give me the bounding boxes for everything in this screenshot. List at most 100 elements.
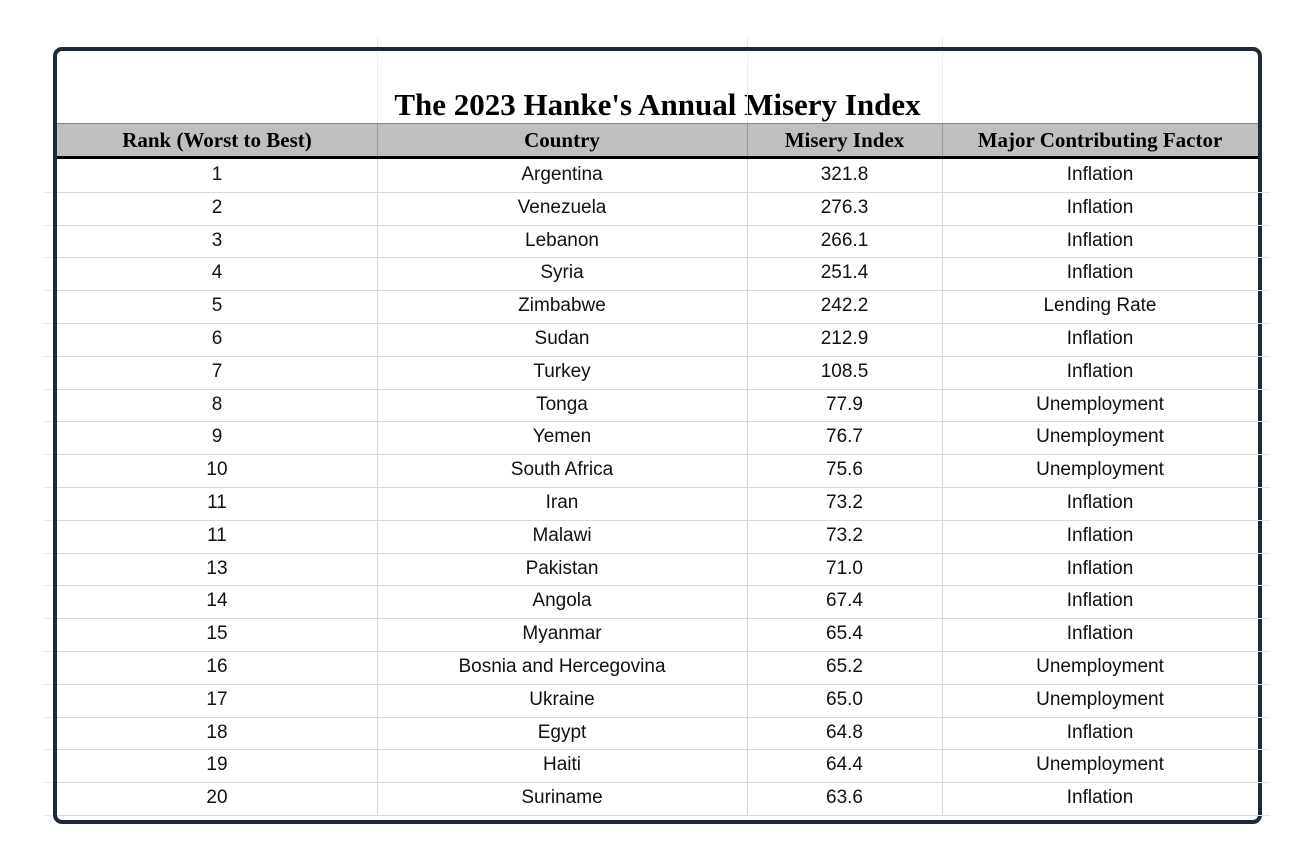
table-cell: 7 <box>211 360 223 382</box>
row-divider <box>57 421 1258 423</box>
column-header: Misery Index <box>784 128 905 152</box>
column-divider <box>377 124 378 156</box>
row-divider <box>57 323 1258 324</box>
sheet-gridline <box>1258 323 1270 324</box>
table-cell: 10 <box>206 459 228 481</box>
table-cell: Inflation <box>1066 557 1134 579</box>
row-divider <box>57 716 1258 718</box>
table-cell: Haiti <box>542 754 581 776</box>
sheet-gridline <box>44 323 53 324</box>
sheet-gridline <box>44 487 53 488</box>
sheet-gridline <box>1258 421 1270 423</box>
table-cell: 77.9 <box>826 393 863 415</box>
sheet-gridline <box>1258 355 1270 357</box>
table-cell: Lending Rate <box>1043 295 1157 317</box>
table-cell: 251.4 <box>820 262 869 284</box>
table-cell: Ukraine <box>529 688 595 710</box>
table-cell: 3 <box>211 229 223 251</box>
row-divider <box>57 815 1258 816</box>
sheet-gridline <box>44 519 53 521</box>
table-cell: Tonga <box>536 393 588 415</box>
table-cell: 8 <box>211 393 223 415</box>
row-divider <box>57 749 1258 751</box>
sheet-gridline <box>44 683 53 685</box>
table-cell: Zimbabwe <box>518 295 606 317</box>
sheet-gridline <box>1258 749 1270 751</box>
table-cell: Inflation <box>1066 492 1134 513</box>
sheet-gridline <box>1258 651 1270 652</box>
header-row: Rank (Worst to Best) Country Misery Index M… <box>57 123 1258 159</box>
table-title: The 2023 Hanke's Annual Misery Index <box>394 87 921 122</box>
table-cell: 19 <box>206 754 228 776</box>
sheet-gridline <box>44 257 53 259</box>
row-divider <box>57 454 1258 456</box>
table-cell: Lebanon <box>525 229 599 251</box>
table-cell: 266.1 <box>820 229 869 251</box>
table-cell: Iran <box>545 492 579 513</box>
sheet-gridline <box>747 38 748 47</box>
row-divider <box>57 782 1258 784</box>
sheet-gridline <box>1258 290 1270 292</box>
table-cell: Unemployment <box>1036 688 1164 710</box>
sheet-gridline <box>942 38 943 47</box>
table-cell: Angola <box>532 590 592 612</box>
table-cell: 14 <box>206 590 228 612</box>
table-cell: 16 <box>206 656 228 677</box>
table-cell: Syria <box>540 262 584 284</box>
row-divider <box>57 519 1258 521</box>
row-divider <box>57 355 1258 357</box>
row-divider <box>57 191 1258 193</box>
sheet-gridline <box>44 388 53 390</box>
sheet-gridline <box>1258 683 1270 685</box>
table-cell: 20 <box>206 787 228 809</box>
table-cell: 5 <box>211 295 223 317</box>
table-cell: Myanmar <box>522 623 602 645</box>
table-cell: Unemployment <box>1036 393 1164 415</box>
sheet-gridline <box>44 585 53 587</box>
table-cell: 108.5 <box>820 360 869 382</box>
row-divider <box>57 257 1258 259</box>
table-cell: Malawi <box>532 524 592 546</box>
table-cell: Unemployment <box>1036 426 1164 448</box>
row-divider <box>57 224 1258 226</box>
table-cell: 2 <box>211 196 223 218</box>
column-divider <box>942 51 943 123</box>
table-cell: 11 <box>207 492 227 513</box>
table-cell: 67.4 <box>826 590 863 612</box>
table-cell: Inflation <box>1066 360 1134 382</box>
table-cell: 65.2 <box>826 656 863 677</box>
row-divider <box>57 585 1258 587</box>
sheet-gridline <box>44 782 53 784</box>
column-header: Rank (Worst to Best) <box>122 128 312 152</box>
sheet-gridline <box>44 191 53 193</box>
table-cell: Yemen <box>532 426 592 448</box>
row-divider <box>57 651 1258 652</box>
sheet-gridline <box>44 421 53 423</box>
table-cell: Unemployment <box>1036 754 1164 776</box>
table-cell: Inflation <box>1066 524 1134 546</box>
table-cell: 4 <box>211 262 223 284</box>
spreadsheet-table: The 2023 Hanke's Annual Misery Index Ran… <box>53 47 1262 824</box>
sheet-gridline <box>377 38 378 47</box>
column-divider <box>747 124 748 156</box>
table-cell: Egypt <box>537 721 587 743</box>
table-cell: 71.0 <box>826 557 863 579</box>
table-cell: 15 <box>206 623 228 645</box>
table-cell: Sudan <box>534 328 590 349</box>
table-cell: Unemployment <box>1036 656 1164 677</box>
table-cell: 11 <box>207 524 227 546</box>
table-cell: 73.2 <box>826 524 863 546</box>
sheet-gridline <box>1258 454 1270 456</box>
table-cell: 276.3 <box>820 196 869 218</box>
table-cell: South Africa <box>510 459 614 481</box>
table-cell: Inflation <box>1066 623 1134 645</box>
table-cell: 321.8 <box>820 164 869 185</box>
sheet-gridline <box>1258 191 1270 193</box>
table-cell: 63.6 <box>826 787 863 809</box>
sheet-gridline <box>44 716 53 718</box>
table-cell: 73.2 <box>826 492 863 513</box>
table-cell: Inflation <box>1066 787 1134 809</box>
column-divider <box>377 51 378 123</box>
sheet-gridline <box>1258 519 1270 521</box>
